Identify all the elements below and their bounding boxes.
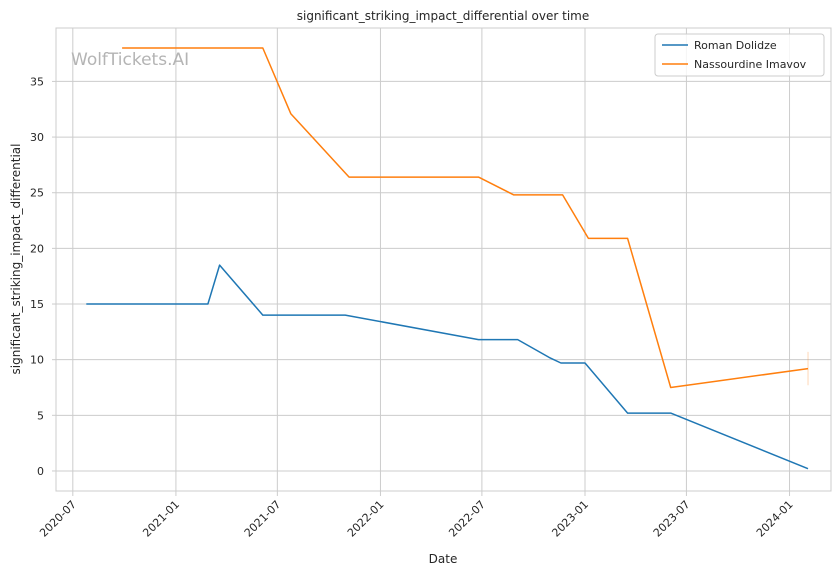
plot-frame xyxy=(55,27,832,492)
y-tick-label: 30 xyxy=(30,131,44,144)
plot-area xyxy=(56,28,831,491)
chart-title: significant_striking_impact_differential… xyxy=(297,9,589,23)
x-tick-label: 2022-07 xyxy=(446,498,488,540)
series-lines xyxy=(86,47,809,470)
x-tick-label: 2021-01 xyxy=(140,498,182,540)
x-axis-label: Date xyxy=(429,552,458,566)
legend-box xyxy=(654,33,825,77)
y-tick-label: 10 xyxy=(30,354,44,367)
x-tick-label: 2020-07 xyxy=(37,498,79,540)
watermark: WolfTickets.AI xyxy=(71,50,189,70)
legend: Roman Dolidze Nassourdine Imavov xyxy=(654,33,825,77)
series-line-roman-dolidze xyxy=(86,264,809,470)
x-tick-label: 2023-07 xyxy=(651,498,693,540)
x-axis-ticks: 2020-07 2021-01 2021-07 2022-01 2022-07 2023-… xyxy=(37,491,796,540)
y-tick-label: 5 xyxy=(37,409,44,422)
x-tick-label: 2021-07 xyxy=(242,498,284,540)
y-tick-label: 15 xyxy=(30,298,44,311)
y-axis-ticks: 0 5 10 15 20 25 30 35 xyxy=(30,75,56,478)
y-tick-label: 35 xyxy=(30,75,44,88)
x-tick-label: 2023-01 xyxy=(549,498,591,540)
legend-label-nassourdine-imavov: Nassourdine Imavov xyxy=(694,58,807,71)
y-tick-label: 0 xyxy=(37,465,44,478)
series-line-nassourdine-imavov xyxy=(122,47,809,389)
x-tick-label: 2024-01 xyxy=(754,498,796,540)
y-axis-label: significant_striking_impact_differential xyxy=(9,144,23,375)
legend-label-roman-dolidze: Roman Dolidze xyxy=(694,39,777,52)
x-tick-label: 2022-01 xyxy=(345,498,387,540)
y-tick-label: 20 xyxy=(30,242,44,255)
y-tick-label: 25 xyxy=(30,187,44,200)
